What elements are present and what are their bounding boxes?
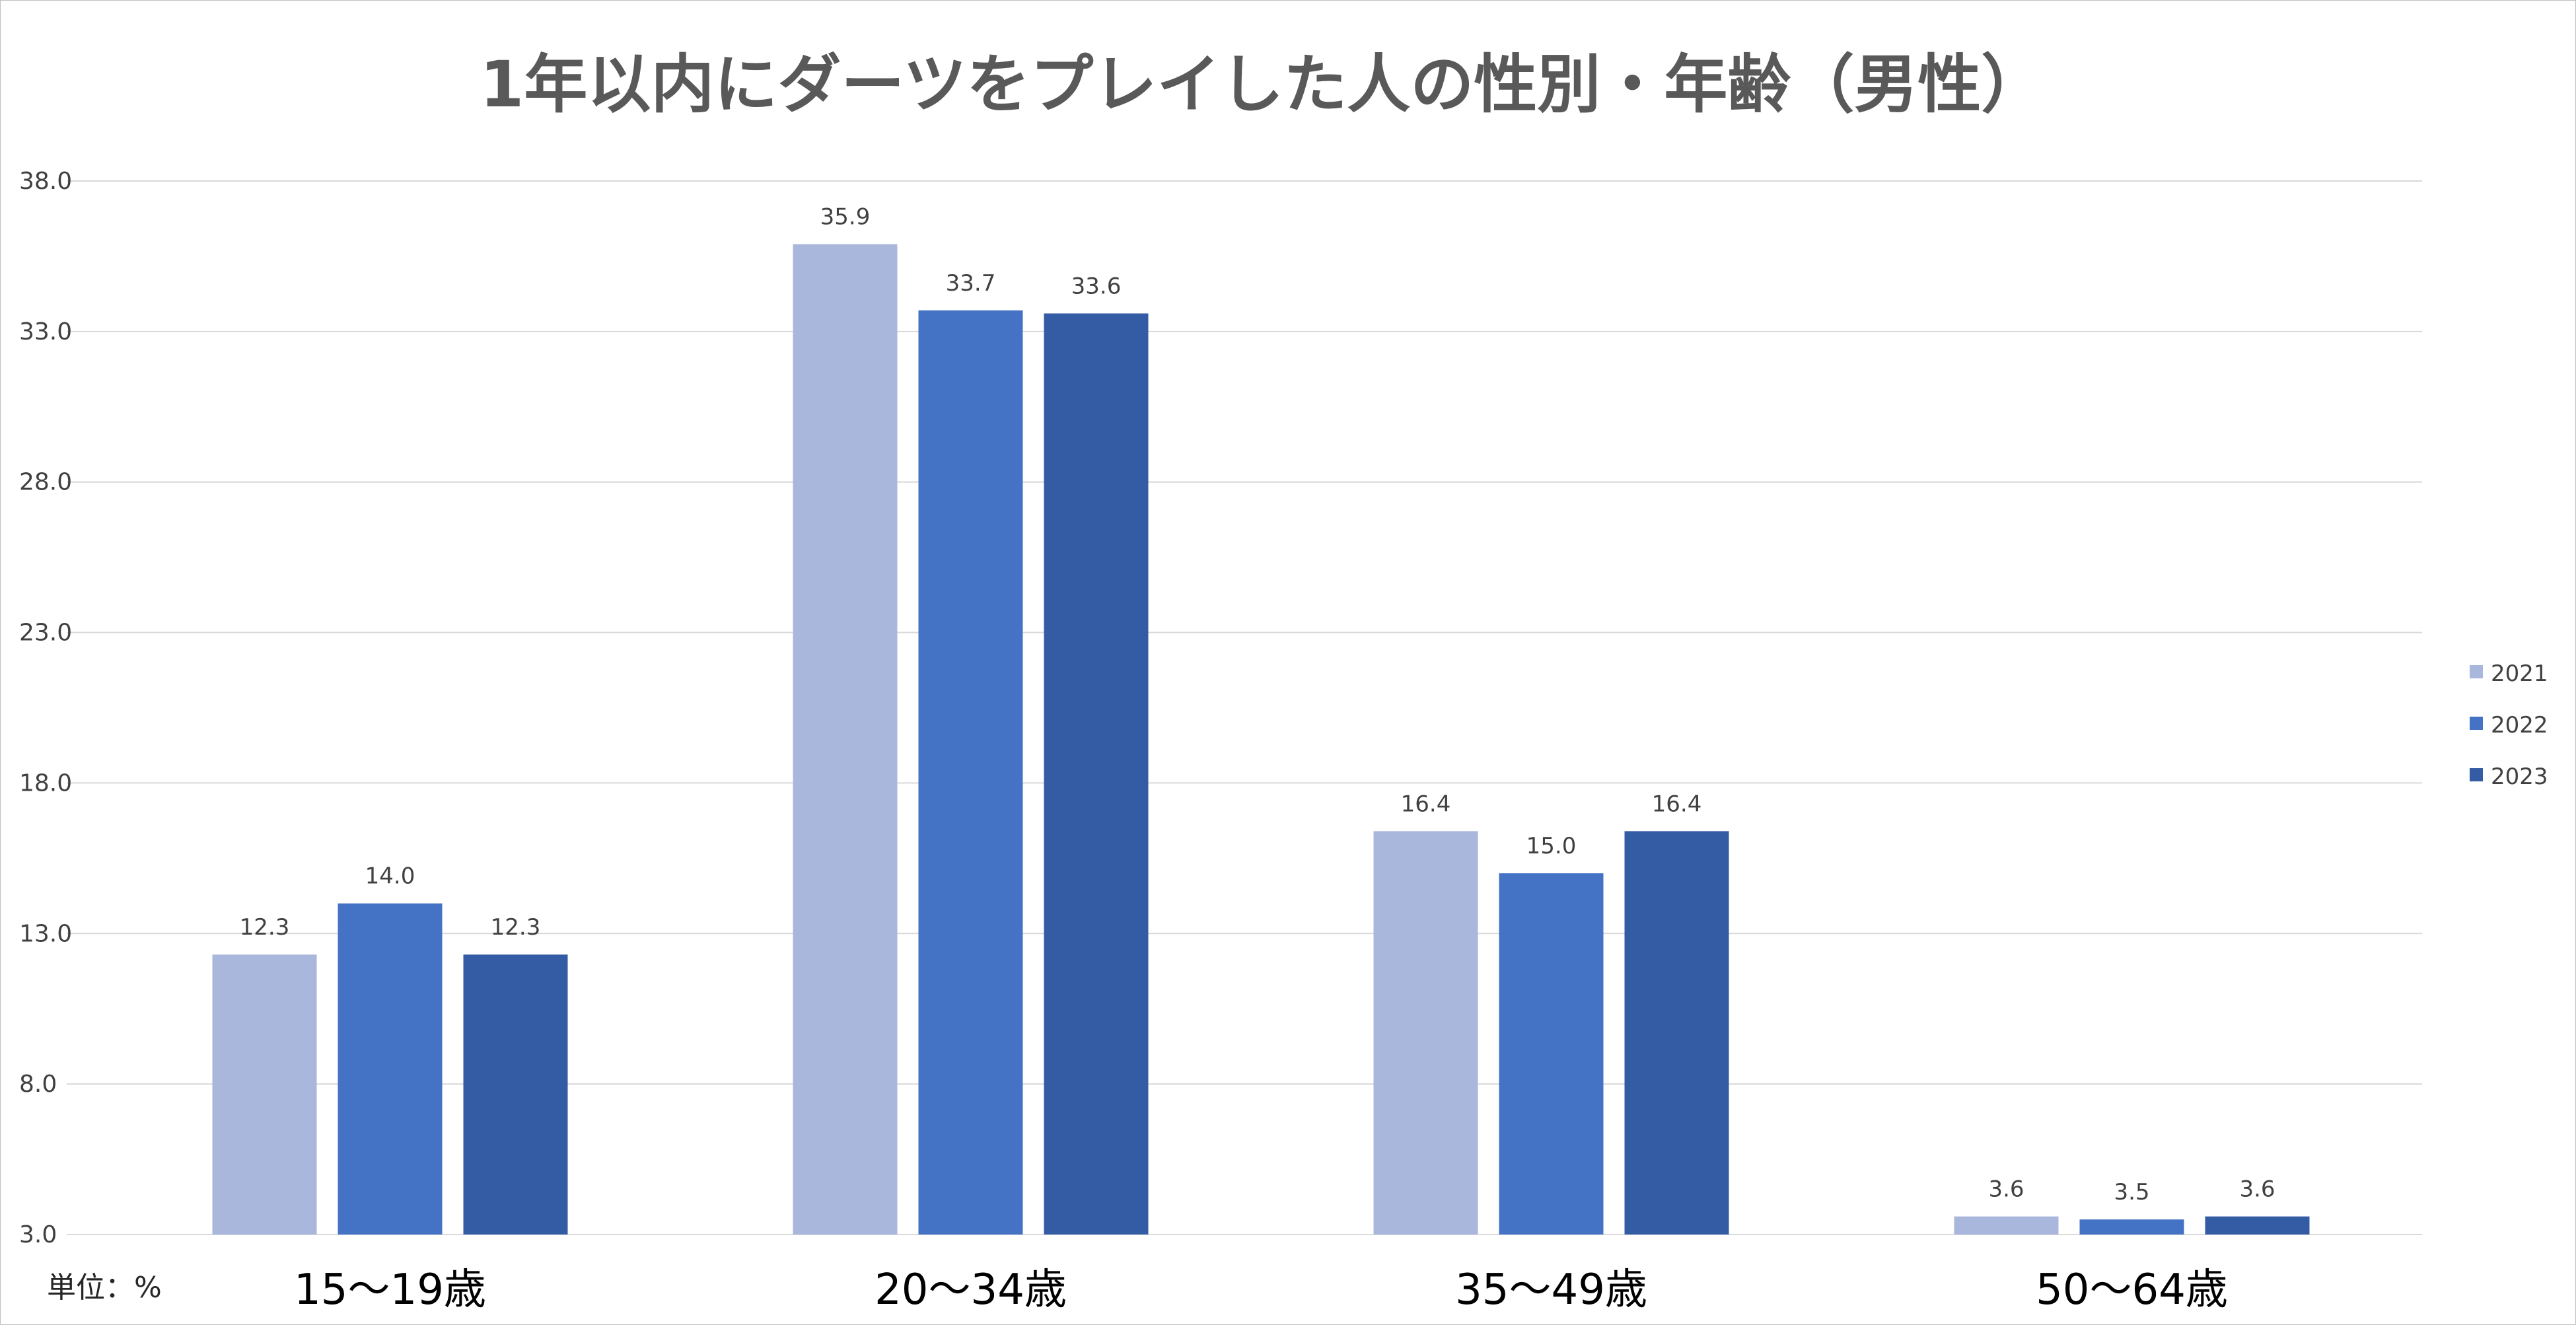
bar-2023-3	[1624, 831, 1729, 1235]
y-tick-label: 13.0	[19, 920, 72, 947]
y-tick-label: 3.0	[19, 1221, 57, 1248]
data-label-2023-2: 33.6	[1071, 273, 1122, 300]
bar-2021-4	[1954, 1216, 2059, 1235]
data-label-2023-4: 3.6	[2239, 1176, 2275, 1203]
data-label-2023-1: 12.3	[491, 914, 541, 941]
data-labels: 12.3 14.0 12.3 35.9 33.7 33.6 16.4 15.0 16.4 3.6 3…	[240, 204, 2275, 1206]
legend-swatch-2023	[2470, 768, 2483, 781]
category-label: 15～19歳	[294, 1266, 486, 1314]
legend-swatch-2022	[2470, 717, 2483, 730]
chart-title: 1年以内にダーツをプレイした人の性別・年齢（男性）	[480, 48, 2045, 122]
data-label-2021-1: 12.3	[240, 914, 290, 941]
y-tick-label: 38.0	[19, 168, 72, 195]
bars	[212, 244, 2310, 1235]
bar-2023-1	[463, 954, 568, 1235]
category-label: 20～34歳	[875, 1266, 1067, 1314]
y-tick-label: 18.0	[19, 770, 72, 797]
legend-label-2023: 2023	[2491, 764, 2548, 790]
bar-2021-1	[212, 954, 317, 1235]
data-label-2022-4: 3.5	[2114, 1179, 2149, 1205]
y-tick-label: 8.0	[19, 1071, 57, 1098]
bar-2022-4	[2079, 1219, 2184, 1235]
gridlines	[67, 180, 2422, 1235]
bar-2021-2	[793, 244, 898, 1235]
bar-2022-3	[1499, 873, 1604, 1235]
bar-2022-1	[338, 903, 443, 1235]
y-axis-ticks: 3.0 8.0 13.0 18.0 23.0 28.0 33.0 38.0	[19, 168, 72, 1248]
legend-label-2022: 2022	[2491, 712, 2548, 738]
bar-2022-2	[918, 310, 1023, 1235]
legend-swatch-2021	[2470, 665, 2483, 678]
unit-label: 単位：%	[47, 1271, 162, 1305]
category-label: 35～49歳	[1455, 1266, 1647, 1314]
data-label-2023-3: 16.4	[1652, 791, 1702, 817]
category-label: 50～64歳	[2036, 1266, 2228, 1314]
data-label-2022-2: 33.7	[946, 270, 996, 297]
y-tick-label: 23.0	[19, 620, 72, 647]
y-tick-label: 28.0	[19, 469, 72, 496]
legend-label-2021: 2021	[2491, 661, 2548, 687]
data-label-2022-1: 14.0	[365, 863, 415, 890]
bar-2023-2	[1044, 313, 1149, 1235]
data-label-2021-2: 35.9	[820, 204, 871, 231]
data-label-2022-3: 15.0	[1526, 833, 1577, 859]
category-labels: 15～19歳 20～34歳 35～49歳 50～64歳	[294, 1266, 2228, 1314]
data-label-2021-4: 3.6	[1988, 1176, 2024, 1203]
data-label-2021-3: 16.4	[1401, 791, 1451, 817]
legend: 2021 2022 2023	[2470, 661, 2548, 790]
y-tick-label: 33.0	[19, 318, 72, 345]
bar-2023-4	[2205, 1216, 2310, 1235]
bar-2021-3	[1373, 831, 1478, 1235]
